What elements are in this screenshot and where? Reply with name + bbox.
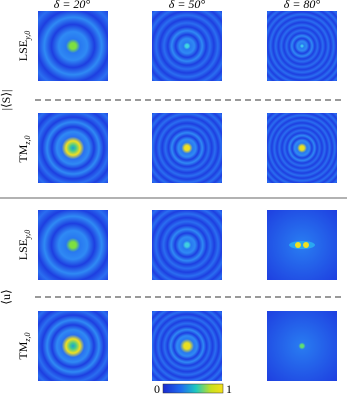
colorbar-tick: 0 bbox=[154, 382, 160, 396]
field-map bbox=[38, 113, 108, 183]
field-map bbox=[267, 113, 337, 183]
row-name: LSE bbox=[16, 239, 30, 260]
field-spot bbox=[303, 242, 309, 248]
row-label: LSEy,0 bbox=[16, 31, 32, 61]
group-label: |⟨S⟩| bbox=[0, 90, 13, 111]
row-label: TMz,0 bbox=[16, 332, 32, 359]
row-label: TMz,0 bbox=[16, 135, 32, 162]
row-name: TM bbox=[16, 341, 30, 359]
field-map bbox=[38, 11, 108, 81]
column-header: δ = 50° bbox=[169, 0, 206, 11]
field-spot bbox=[295, 242, 301, 248]
column-header: δ = 80° bbox=[284, 0, 321, 11]
colorbar-tick: 1 bbox=[226, 382, 232, 396]
field-map bbox=[38, 311, 108, 381]
field-map bbox=[38, 210, 108, 280]
row-sub: z,0 bbox=[23, 332, 32, 342]
row-label: LSEy,0 bbox=[16, 230, 32, 260]
group-label: ⟨u⟩ bbox=[0, 289, 13, 304]
row-name: TM bbox=[16, 144, 30, 162]
row-sub: z,0 bbox=[23, 135, 32, 145]
row-name: LSE bbox=[16, 40, 30, 61]
field-lobe bbox=[289, 241, 315, 249]
column-header: δ = 20° bbox=[54, 0, 91, 11]
field-map bbox=[152, 210, 222, 280]
row-sub: y,0 bbox=[23, 31, 32, 41]
row-sub: y,0 bbox=[23, 230, 32, 240]
colorbar bbox=[162, 383, 224, 394]
field-map bbox=[152, 113, 222, 183]
field-map bbox=[267, 11, 337, 81]
field-map bbox=[152, 311, 222, 381]
field-map bbox=[267, 311, 337, 381]
field-map bbox=[152, 11, 222, 81]
